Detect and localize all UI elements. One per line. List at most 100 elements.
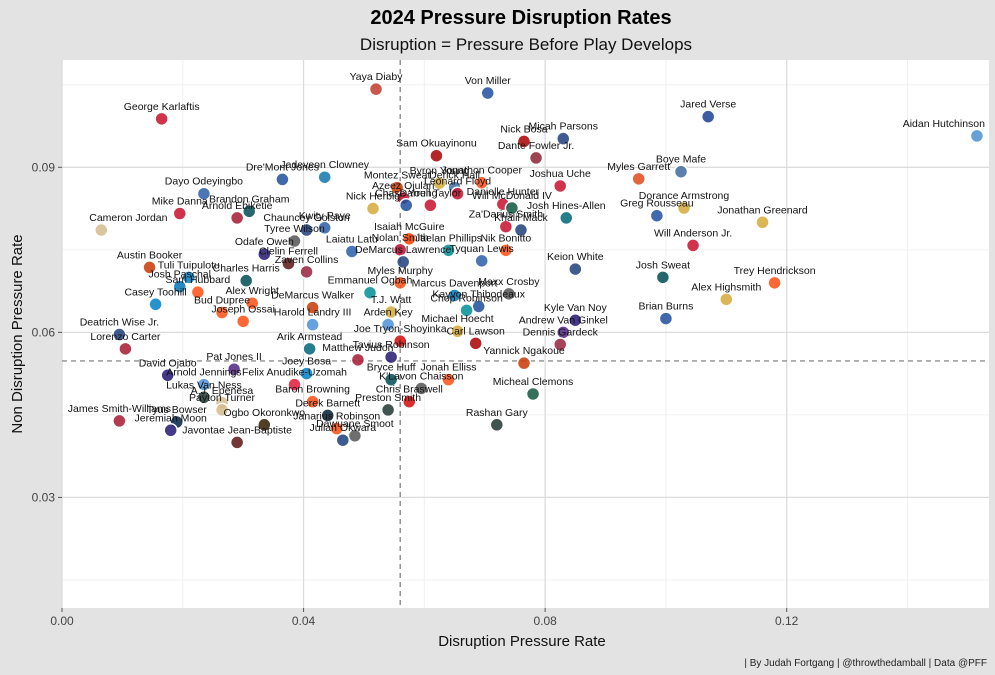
point-label: Nick Bosa xyxy=(500,123,547,135)
point-label: Bud Dupree xyxy=(194,295,250,307)
point-label: Derick Hall xyxy=(429,170,480,182)
data-point xyxy=(380,402,396,418)
point-label: Marcus Davenport xyxy=(412,277,498,289)
chart-caption: | By Judah Fortgang | @throwthedamball |… xyxy=(744,658,987,669)
point-label: K'Lavon Chaisson xyxy=(379,370,463,382)
point-label: Josh Sweat xyxy=(636,259,690,271)
point-label: Brandon Graham xyxy=(209,193,290,205)
point-label: David Ojabo xyxy=(139,357,197,369)
point-label: Tyquan Lewis xyxy=(450,243,514,255)
data-point xyxy=(350,352,366,368)
data-point xyxy=(658,311,674,326)
data-point xyxy=(392,275,408,291)
point-label: Payton Turner xyxy=(189,392,255,404)
y-axis-label: Non Disruption Pressure Rate xyxy=(9,234,26,433)
point-label: Odafe Oweh xyxy=(235,236,294,248)
point-label: Will Anderson Jr. xyxy=(654,227,732,239)
data-point xyxy=(700,109,716,124)
data-point xyxy=(501,286,517,302)
data-point xyxy=(559,210,574,226)
point-label: Dre'Mont Jones xyxy=(246,161,319,173)
point-label: Arik Armstead xyxy=(277,331,343,343)
point-label: Tyree Wilson xyxy=(264,223,325,235)
data-point xyxy=(196,186,212,201)
point-label: Danielle Hunter xyxy=(467,186,540,198)
point-label: Chauncey Golston xyxy=(263,212,350,224)
data-point xyxy=(299,222,314,238)
data-point xyxy=(552,337,568,352)
data-point xyxy=(305,394,320,409)
data-point xyxy=(552,178,568,194)
point-label: James Smith-Williams xyxy=(68,403,171,415)
point-label: Casey Toohill xyxy=(124,286,186,298)
point-label: Micah Parsons xyxy=(529,121,598,133)
data-point xyxy=(401,231,417,247)
data-point xyxy=(329,421,345,436)
data-point xyxy=(229,210,245,226)
point-label: Nolan Smith xyxy=(372,232,429,244)
point-label: Tuli Tuipulotu xyxy=(158,259,220,271)
data-point xyxy=(755,215,770,230)
data-point xyxy=(414,381,429,396)
data-point xyxy=(226,361,242,377)
data-point xyxy=(163,423,178,438)
data-point xyxy=(214,305,230,320)
point-label: Boye Mafe xyxy=(656,154,706,166)
point-label: Montez Sweat xyxy=(364,170,431,182)
point-label: Myles Murphy xyxy=(368,265,434,277)
y-tick-label: 0.06 xyxy=(32,325,56,339)
point-label: Keion White xyxy=(547,251,604,263)
point-label: Dawuane Smoot xyxy=(316,418,394,430)
point-label: A.J. Epenesa xyxy=(191,385,254,397)
point-label: Alex Wright xyxy=(225,285,279,297)
point-label: Bryce Huff xyxy=(367,362,416,374)
data-point xyxy=(335,432,351,448)
point-label: Tyus Bowser xyxy=(147,404,208,416)
data-point xyxy=(317,220,332,236)
data-point xyxy=(281,256,296,271)
point-label: Arnold Jennings xyxy=(166,367,241,379)
data-point xyxy=(468,336,483,351)
point-label: Brian Burns xyxy=(638,301,693,313)
point-label: Ogbo Okoronkwo xyxy=(223,407,305,419)
point-label: Joshua Uche xyxy=(530,168,591,180)
point-label: Arnold Ebiketie xyxy=(202,200,273,212)
data-point xyxy=(392,333,408,349)
point-label: George Karlaftis xyxy=(124,101,200,113)
data-point xyxy=(142,260,157,275)
data-point xyxy=(244,295,260,311)
x-tick-label: 0.08 xyxy=(533,614,557,628)
point-label: Carl Lawson xyxy=(446,325,505,337)
data-point xyxy=(685,238,701,253)
point-label: Will McDonald IV xyxy=(472,190,552,202)
point-label: Micheal Clemons xyxy=(493,376,574,388)
point-label: Alex Highsmith xyxy=(691,281,761,293)
y-tick-label: 0.03 xyxy=(32,490,56,504)
point-label: Mike Danna xyxy=(152,196,208,208)
data-point xyxy=(172,206,188,221)
data-point xyxy=(555,131,571,146)
data-point xyxy=(112,413,127,429)
point-labels: Aidan Hutchinson Yaya Diaby Von Miller Geor… xyxy=(68,71,985,436)
data-point xyxy=(362,285,378,300)
point-label: Von Miller xyxy=(465,75,512,87)
point-label: Greg Rousseau xyxy=(620,198,694,210)
point-label: DeMarcus Lawrence xyxy=(355,244,451,256)
point-label: Leonard Floyd xyxy=(424,176,491,188)
data-point xyxy=(423,198,438,213)
data-point xyxy=(160,368,175,383)
point-label: Kayvon Thibodeaux xyxy=(432,288,525,300)
data-point xyxy=(474,175,489,190)
point-label: Jeremiah Moon xyxy=(135,412,208,424)
point-label: Javontae Jean-Baptiste xyxy=(182,424,292,436)
data-point xyxy=(441,243,456,258)
data-point xyxy=(299,264,314,280)
data-point xyxy=(302,341,317,357)
data-point xyxy=(190,284,206,300)
point-label: Jaelan Phillips xyxy=(415,232,482,244)
data-point xyxy=(305,317,320,332)
data-point xyxy=(432,175,447,191)
point-label: Yaya Diaby xyxy=(350,71,404,83)
point-label: Laiatu Latu xyxy=(326,233,378,245)
data-point xyxy=(214,402,230,418)
